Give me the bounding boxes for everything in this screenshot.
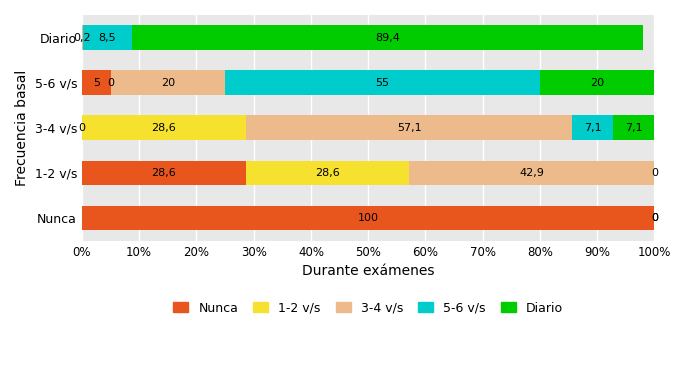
Bar [613,115,654,140]
Text: 28,6: 28,6 [315,168,340,178]
Text: 0,2: 0,2 [73,32,91,43]
Bar [82,161,246,185]
Y-axis label: Frecuencia basal: Frecuencia basal [15,70,29,186]
X-axis label: Durante exámenes: Durante exámenes [302,264,434,278]
Bar [132,25,643,50]
Text: 28,6: 28,6 [152,123,176,133]
Text: 0: 0 [651,213,658,223]
Bar [82,70,110,95]
Text: 20: 20 [161,78,175,88]
Text: 8,5: 8,5 [99,32,116,43]
Text: 5: 5 [93,78,99,88]
Text: 7,1: 7,1 [584,123,602,133]
Text: 7,1: 7,1 [625,123,642,133]
Bar [82,115,246,140]
Text: 28,6: 28,6 [152,168,176,178]
Text: 20: 20 [590,78,604,88]
Bar [83,25,132,50]
Bar [540,70,654,95]
Text: 0: 0 [78,123,86,133]
Text: 57,1: 57,1 [397,123,421,133]
Text: 42,9: 42,9 [520,168,545,178]
Bar [410,161,655,185]
Legend: Nunca, 1-2 v/s, 3-4 v/s, 5-6 v/s, Diario: Nunca, 1-2 v/s, 3-4 v/s, 5-6 v/s, Diario [169,297,568,320]
Bar [82,205,654,230]
Text: 0: 0 [651,213,658,223]
Bar [82,25,83,50]
Text: 100: 100 [357,213,379,223]
Text: 0: 0 [652,168,659,178]
Text: 89,4: 89,4 [375,32,400,43]
Bar [246,161,410,185]
Bar [246,115,572,140]
Bar [110,70,225,95]
Bar [225,70,540,95]
Text: 55: 55 [375,78,390,88]
Text: 0: 0 [107,78,114,88]
Bar [572,115,613,140]
